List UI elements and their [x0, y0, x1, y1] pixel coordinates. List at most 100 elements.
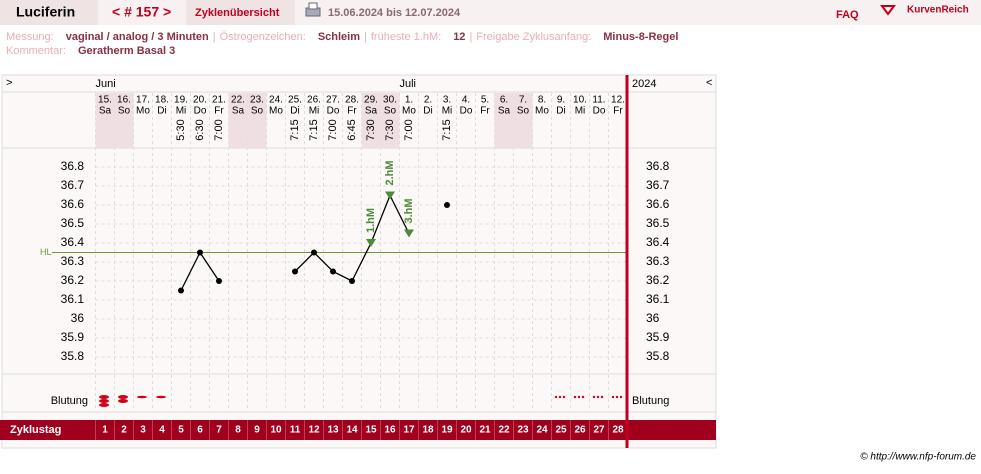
date-label: 17. — [136, 95, 150, 106]
bleeding-label: Blutung — [51, 395, 88, 407]
comment: Geratherm Basal 3 — [78, 45, 175, 57]
brand-logo[interactable]: KurvenReich — [880, 5, 969, 16]
temperature-point — [444, 202, 450, 208]
weekday-label: Di — [556, 106, 565, 117]
title-box — [0, 0, 98, 25]
time-label: 6:45 — [346, 119, 358, 140]
title: Luciferin — [16, 4, 75, 20]
chart: > <2024Juni15.Sa16.So17.Mo18.Di19.Mi5:302… — [0, 75, 716, 448]
spotting-dot — [554, 395, 558, 399]
weekday-label: Mo — [136, 106, 150, 117]
nav-left[interactable]: > — [6, 77, 12, 89]
weekday-label: Fr — [347, 106, 357, 117]
date-label: 15. — [98, 95, 112, 106]
hm-marker — [385, 191, 395, 200]
bleeding-mark — [592, 395, 604, 399]
temperature-point — [216, 278, 222, 284]
cycle-day: 5 — [178, 425, 184, 436]
date-label: 25. — [288, 95, 302, 106]
spotting-dot — [596, 395, 600, 399]
bleeding-mark — [118, 395, 128, 403]
date-label: 18. — [155, 95, 169, 106]
temperature-point — [349, 278, 355, 284]
spotting-dot — [573, 395, 577, 399]
weekend-shade — [513, 93, 533, 148]
time-label: 7:00 — [403, 119, 415, 140]
weekday-label: Sa — [99, 106, 112, 117]
cycle-day: 19 — [441, 425, 453, 436]
brand-icon — [880, 5, 896, 16]
cycle-day: 24 — [536, 425, 548, 436]
bleeding-mark — [573, 395, 585, 399]
cycle-nav[interactable]: < # 157 > — [112, 4, 171, 20]
temperature-point — [311, 249, 317, 256]
y-tick-label-right: 36.7 — [646, 178, 670, 192]
info-label: Östrogenzeichen: — [220, 31, 306, 43]
year: 2024 — [632, 78, 656, 90]
bleeding-mark — [137, 395, 147, 399]
weekday-label: So — [517, 106, 530, 117]
y-tick-label-right: 35.9 — [646, 330, 670, 344]
cycle-day: 25 — [555, 425, 567, 436]
date-label: 6. — [500, 95, 508, 106]
printer-icon[interactable] — [305, 2, 321, 17]
date-label: 29. — [364, 95, 378, 106]
month-label: Juli — [400, 78, 417, 90]
weekend-shade — [494, 93, 514, 148]
y-tick-label: 36.2 — [61, 273, 85, 287]
weekday-label: Do — [593, 106, 606, 117]
weekday-label: Mo — [535, 106, 549, 117]
cycle-day: 11 — [290, 425, 301, 436]
weekday-label: Mo — [269, 106, 283, 117]
cycle-day: 20 — [460, 425, 472, 436]
info-value: Schleim — [318, 31, 360, 43]
date-label: 20. — [193, 95, 207, 106]
date-label: 16. — [117, 95, 131, 106]
info-value: 12 — [453, 31, 465, 43]
weekday-label: Mo — [402, 106, 416, 117]
cycle-day: 21 — [479, 425, 491, 436]
nav-right[interactable]: < — [706, 77, 712, 89]
info-line: Messung: vaginal / analog / 3 Minuten | Öst… — [6, 31, 678, 43]
cycle-day: 26 — [574, 425, 586, 436]
date-label: 1. — [405, 95, 413, 106]
weekday-label: So — [384, 106, 397, 117]
time-label: 7:00 — [213, 119, 225, 140]
y-tick-label: 36.5 — [61, 216, 85, 230]
info-label: Freigabe Zyklusanfang: — [476, 31, 591, 43]
time-label: 7:15 — [441, 119, 453, 140]
date-label: 26. — [307, 95, 321, 106]
time-label: 7:15 — [289, 119, 301, 140]
date-label: 4. — [462, 95, 470, 106]
weekday-label: Do — [327, 106, 340, 117]
hm-marker — [404, 229, 414, 238]
spotting-dot — [611, 395, 615, 399]
hm-marker — [366, 239, 376, 247]
info-label: früheste 1.hM: — [371, 31, 441, 43]
time-label: 6:30 — [194, 119, 206, 140]
info-label: Messung: — [6, 31, 54, 43]
overview-link[interactable]: Zyklenübersicht — [195, 7, 280, 19]
footer: © http://www.nfp-forum.de — [860, 452, 976, 463]
temperature-point — [178, 287, 184, 294]
weekday-label: Mi — [176, 106, 187, 117]
date-label: 28. — [345, 95, 359, 106]
date-label: 9. — [557, 95, 565, 106]
cycle-day: 28 — [612, 425, 624, 436]
bleeding-drop — [118, 395, 128, 399]
weekday-label: Sa — [498, 106, 511, 117]
time-label: 7:30 — [365, 119, 377, 140]
cycle-day: 9 — [254, 425, 260, 436]
bleeding-drop — [99, 403, 109, 407]
info-value: vaginal / analog / 3 Minuten — [66, 31, 209, 43]
spotting-dot — [615, 395, 619, 399]
y-tick-label: 35.8 — [61, 349, 85, 363]
y-tick-label-right: 36.1 — [646, 292, 670, 306]
overview-box[interactable] — [186, 0, 295, 25]
cycle-day: 2 — [121, 425, 127, 436]
spotting-dot — [577, 395, 581, 399]
time-label: 7:00 — [327, 119, 339, 140]
faq-link[interactable]: FAQ — [836, 9, 859, 21]
info-value: Minus-8-Regel — [603, 31, 678, 43]
y-tick-label-right: 36.2 — [646, 273, 670, 287]
